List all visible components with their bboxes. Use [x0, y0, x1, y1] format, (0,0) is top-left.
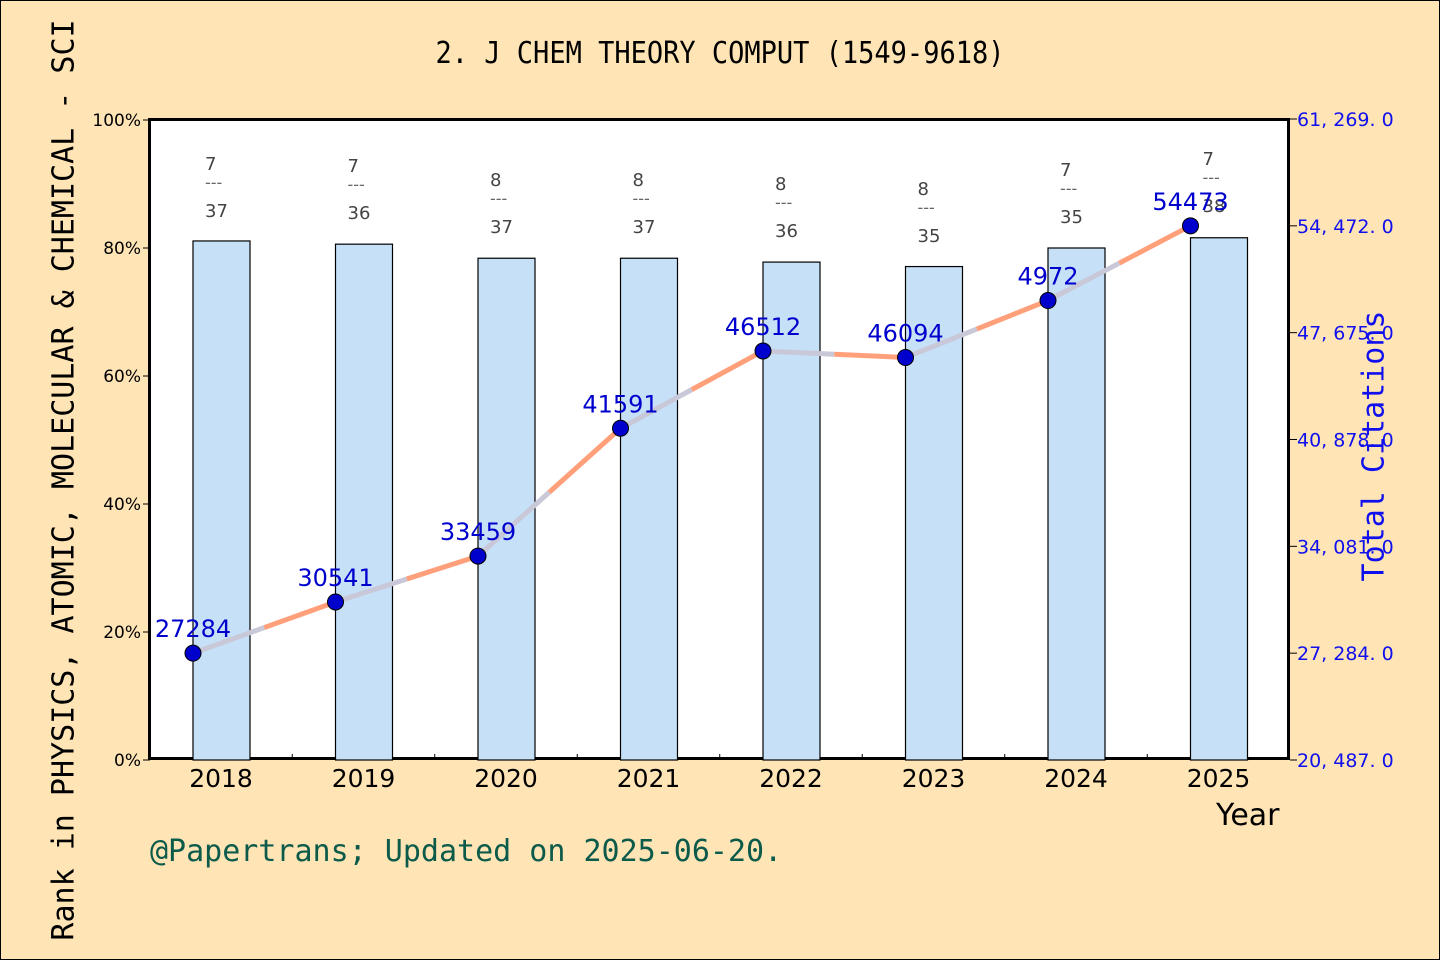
x-axis-label: Year	[1216, 798, 1280, 833]
x-tick-label: 2022	[759, 764, 823, 793]
left-tick-label: 20%	[103, 623, 141, 643]
rank-numerator: 7	[348, 156, 359, 177]
x-axis: 2018 2019 2020 2021 2022 2023 2024 2025	[189, 754, 1250, 793]
right-tick-label: 34, 081. 0	[1297, 536, 1394, 558]
rank-bars	[192, 237, 1249, 761]
citation-label: 54473	[1152, 188, 1228, 216]
right-tick-label: 61, 269. 0	[1297, 109, 1394, 131]
citation-label: 4972	[1017, 263, 1078, 291]
citation-label: 30541	[297, 564, 373, 592]
rank-denominator: 37	[490, 217, 513, 238]
right-axis: 20, 487. 0 27, 284. 0 34, 081. 0 40, 878. 0…	[1290, 109, 1394, 772]
rank-numerator: 7	[1203, 149, 1214, 170]
rank-divider: ---	[490, 189, 507, 208]
rank-bar	[192, 240, 251, 761]
rank-divider: ---	[775, 193, 792, 212]
citation-point	[897, 349, 914, 367]
rank-labels: 7---377---368---378---378---368---357---…	[205, 149, 1225, 247]
rank-divider: ---	[1203, 168, 1220, 187]
right-axis-label: Total Citations	[1356, 310, 1392, 582]
citation-point	[469, 547, 487, 565]
x-tick-label: 2019	[332, 764, 396, 793]
rank-bar	[1189, 237, 1249, 761]
citation-label: 41591	[582, 390, 658, 418]
right-tick-label: 20, 487. 0	[1297, 750, 1394, 772]
left-axis: 0% 20% 40% 60% 80% 100%	[92, 111, 150, 771]
citation-label: 27284	[155, 615, 231, 643]
footer-credit: @Papertrans; Updated on 2025-06-20.	[150, 834, 783, 869]
citation-label: 46094	[867, 320, 943, 348]
left-tick-label: 40%	[103, 495, 141, 515]
rank-numerator: 8	[918, 179, 929, 200]
citation-label: 33459	[440, 518, 516, 546]
right-tick-label: 47, 675. 0	[1297, 323, 1394, 345]
rank-denominator: 37	[633, 217, 656, 238]
citation-point	[1039, 292, 1057, 310]
rank-bar	[762, 261, 821, 761]
chart-title: 2. J CHEM THEORY COMPUT (1549-9618)	[435, 36, 1005, 71]
rank-numerator: 8	[490, 170, 501, 191]
left-tick-label: 0%	[114, 751, 141, 771]
rank-bar	[477, 257, 536, 761]
rank-numerator: 7	[1060, 160, 1071, 181]
rank-numerator: 7	[205, 154, 216, 175]
rank-denominator: 37	[205, 201, 228, 222]
right-tick-label: 40, 878. 0	[1297, 430, 1394, 452]
x-tick-label: 2018	[189, 764, 253, 793]
rank-denominator: 36	[348, 203, 371, 224]
right-tick-label: 27, 284. 0	[1297, 643, 1394, 665]
rank-denominator: 35	[1060, 207, 1083, 228]
rank-numerator: 8	[775, 174, 786, 195]
citation-label: 46512	[725, 313, 801, 341]
x-tick-label: 2023	[902, 764, 966, 793]
x-tick-label: 2020	[474, 764, 538, 793]
citation-point	[1182, 217, 1199, 235]
citation-point	[184, 644, 202, 662]
rank-divider: ---	[633, 189, 650, 208]
right-tick-label: 54, 472. 0	[1297, 216, 1394, 238]
citation-point	[612, 419, 629, 437]
left-tick-label: 80%	[103, 239, 141, 259]
rank-divider: ---	[1060, 179, 1077, 198]
rank-divider: ---	[918, 198, 935, 217]
rank-numerator: 8	[633, 170, 644, 191]
citation-point	[754, 342, 772, 360]
left-tick-label: 60%	[103, 367, 141, 387]
citation-point	[327, 593, 344, 611]
rank-denominator: 35	[918, 226, 941, 247]
citations-line: 27284 30541 33459 41591 46512 46094 4972 54473	[155, 188, 1229, 662]
x-tick-label: 2024	[1044, 764, 1108, 793]
rank-denominator: 36	[775, 221, 798, 242]
x-tick-label: 2025	[1187, 764, 1251, 793]
rank-bar	[334, 243, 394, 761]
left-axis-label: Rank in PHYSICS, ATOMIC, MOLECULAR & CHE…	[46, 19, 82, 941]
rank-divider: ---	[205, 173, 222, 192]
rank-bar	[1047, 247, 1106, 761]
rank-bar	[619, 257, 679, 761]
x-tick-label: 2021	[617, 764, 681, 793]
rank-divider: ---	[348, 175, 365, 194]
rank-denominator: 38	[1203, 196, 1226, 217]
left-tick-label: 100%	[92, 111, 141, 131]
